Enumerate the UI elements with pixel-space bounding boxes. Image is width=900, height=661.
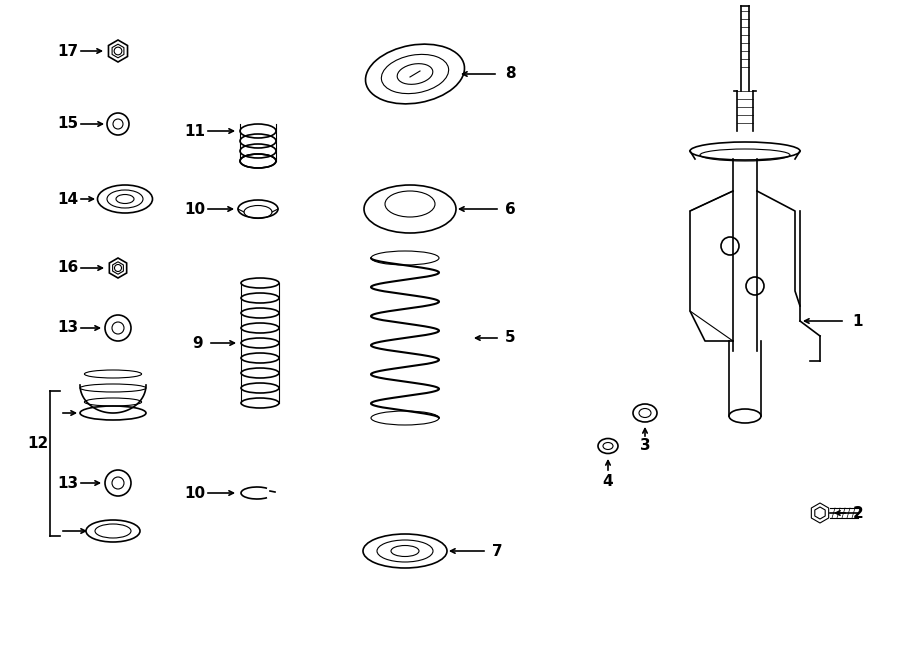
Text: 3: 3	[640, 438, 651, 453]
Text: 1: 1	[853, 313, 863, 329]
Text: 12: 12	[27, 436, 49, 451]
Text: 8: 8	[505, 67, 516, 81]
Text: 4: 4	[603, 473, 613, 488]
Text: 10: 10	[184, 485, 205, 500]
Text: 9: 9	[193, 336, 203, 350]
Text: 15: 15	[58, 116, 78, 132]
Text: 14: 14	[58, 192, 78, 206]
Text: 7: 7	[491, 543, 502, 559]
Text: 17: 17	[58, 44, 78, 59]
Text: 10: 10	[184, 202, 205, 217]
Text: 2: 2	[852, 506, 863, 520]
Text: 16: 16	[58, 260, 78, 276]
Text: 6: 6	[505, 202, 516, 217]
Text: 11: 11	[184, 124, 205, 139]
Text: 13: 13	[58, 475, 78, 490]
Text: 13: 13	[58, 321, 78, 336]
Text: 5: 5	[505, 330, 516, 346]
